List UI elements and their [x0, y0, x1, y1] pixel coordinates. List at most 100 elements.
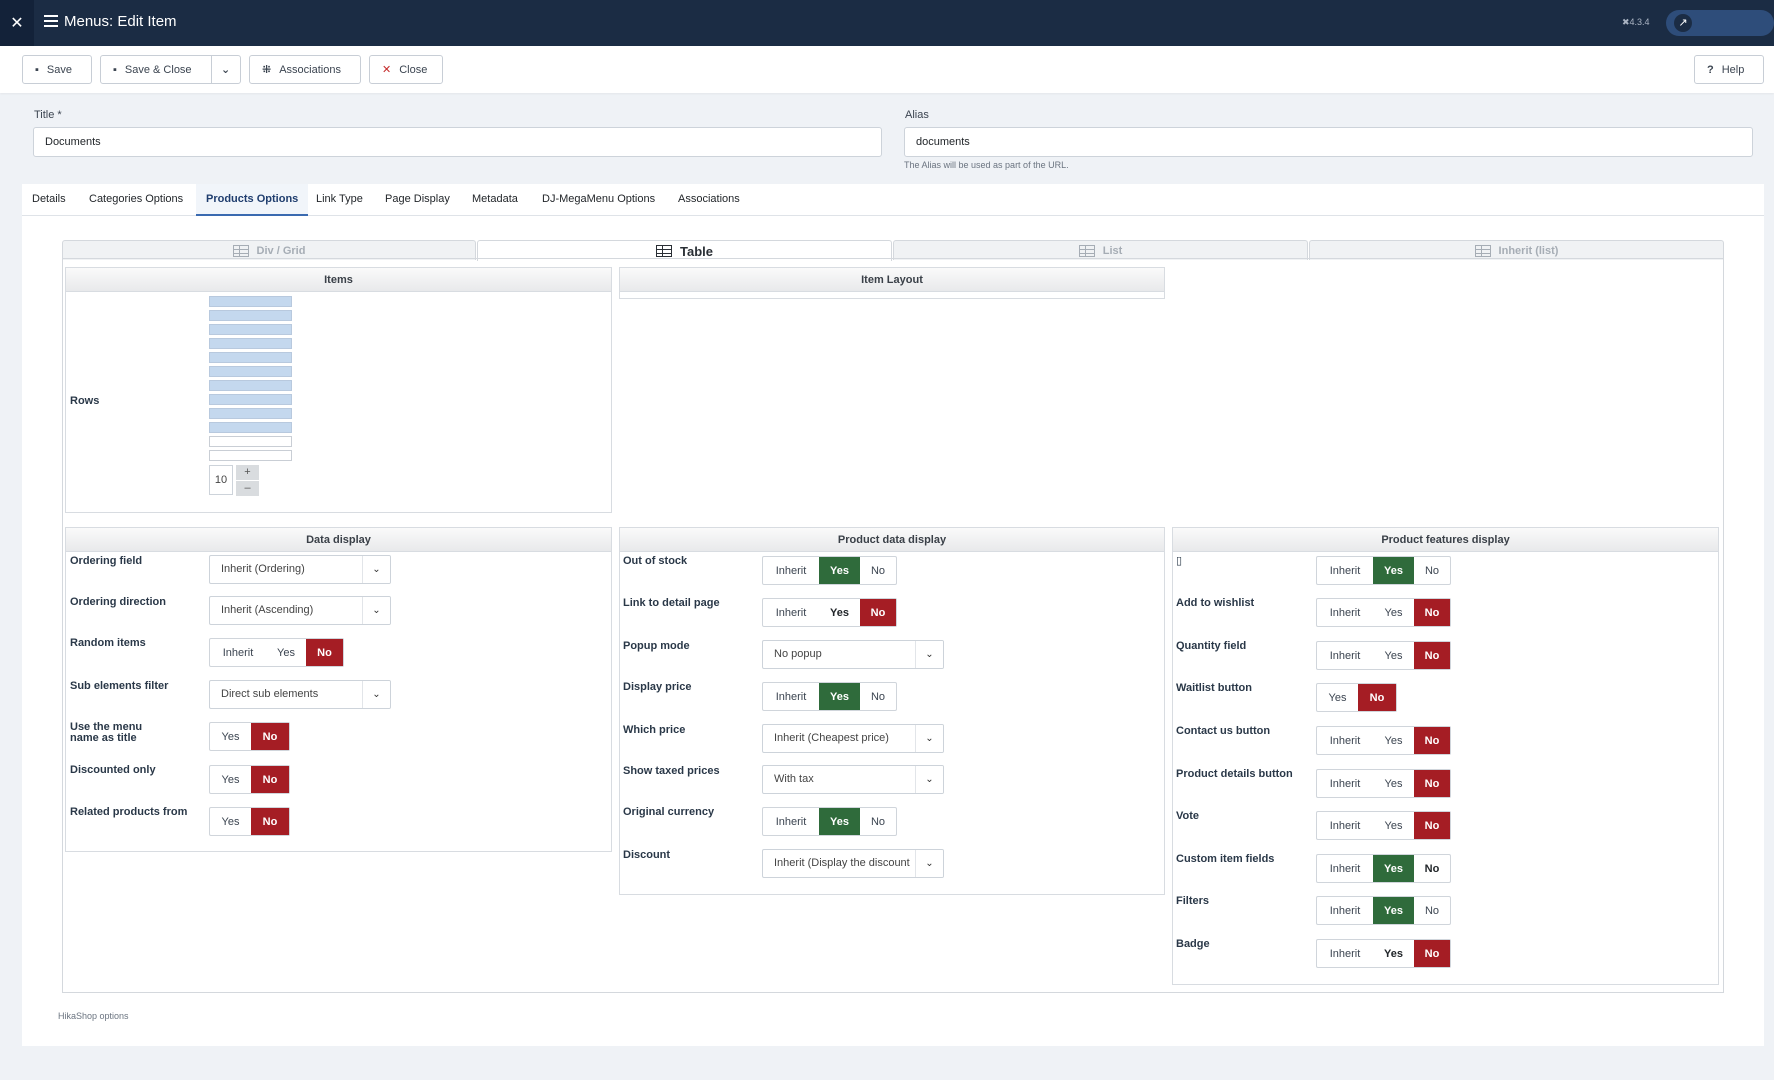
option-inherit[interactable]: Inherit	[775, 606, 807, 619]
option-no[interactable]: No	[870, 564, 886, 577]
row-cell[interactable]	[209, 366, 292, 377]
row-cell[interactable]	[209, 296, 292, 307]
help-button[interactable]: ? Help	[1694, 55, 1764, 84]
option-inherit[interactable]: Inherit	[1329, 947, 1361, 960]
link-detail-toggle[interactable]: Inherit Yes No	[762, 598, 897, 627]
discount-select[interactable]: Inherit (Display the discount ⌄	[762, 849, 944, 878]
option-no[interactable]: No	[870, 690, 886, 703]
option-no[interactable]: No	[306, 639, 343, 666]
option-yes[interactable]: Yes	[819, 557, 860, 584]
option-no[interactable]: No	[1424, 564, 1440, 577]
option-yes[interactable]: Yes	[1328, 691, 1347, 704]
tab-link-type[interactable]: Link Type	[316, 193, 363, 205]
row-cell[interactable]	[209, 394, 292, 405]
out-of-stock-toggle[interactable]: Inherit Yes No	[762, 556, 897, 585]
details-toggle[interactable]: Inherit Yes No	[1316, 769, 1451, 798]
option-inherit[interactable]: Inherit	[1329, 819, 1361, 832]
option-no[interactable]: No	[1414, 642, 1450, 669]
contact-toggle[interactable]: Inherit Yes No	[1316, 726, 1451, 755]
row-cell[interactable]	[209, 352, 292, 363]
layout-tab-table[interactable]: Table	[477, 240, 892, 261]
option-inherit[interactable]: Inherit	[1329, 777, 1361, 790]
rows-count-input[interactable]: 10	[209, 465, 233, 495]
option-yes[interactable]: Yes	[1384, 819, 1403, 832]
option-no[interactable]: No	[1414, 599, 1450, 626]
popup-mode-select[interactable]: No popup ⌄	[762, 640, 944, 669]
row-cell-empty[interactable]	[209, 436, 292, 447]
wishlist-toggle[interactable]: Inherit Yes No	[1316, 598, 1451, 627]
option-inherit[interactable]: Inherit	[775, 815, 807, 828]
hamburger-menu-icon[interactable]	[44, 15, 58, 27]
option-inherit[interactable]: Inherit	[1329, 606, 1361, 619]
tab-page-display[interactable]: Page Display	[385, 193, 450, 205]
option-inherit[interactable]: Inherit	[1329, 734, 1361, 747]
original-currency-toggle[interactable]: Inherit Yes No	[762, 807, 897, 836]
menu-name-title-toggle[interactable]: Yes No	[209, 722, 290, 751]
badge-toggle[interactable]: Inherit Yes No	[1316, 939, 1451, 968]
option-no[interactable]: No	[251, 808, 289, 835]
option-yes[interactable]: Yes	[1373, 557, 1414, 584]
discounted-only-toggle[interactable]: Yes No	[209, 765, 290, 794]
related-products-toggle[interactable]: Yes No	[209, 807, 290, 836]
row-cell-empty[interactable]	[209, 450, 292, 461]
option-no[interactable]: No	[1414, 812, 1450, 839]
option-no[interactable]: No	[860, 599, 896, 626]
option-no[interactable]: No	[251, 766, 289, 793]
option-no[interactable]: No	[251, 723, 289, 750]
option-inherit[interactable]: Inherit	[775, 564, 807, 577]
title-input[interactable]: Documents	[33, 127, 882, 157]
option-yes[interactable]: Yes	[819, 808, 860, 835]
option-no[interactable]: No	[1414, 940, 1450, 967]
which-price-select[interactable]: Inherit (Cheapest price) ⌄	[762, 724, 944, 753]
associations-button[interactable]: ⁜ Associations	[249, 55, 361, 84]
save-close-button[interactable]: ▪ Save & Close	[100, 55, 212, 84]
row-cell[interactable]	[209, 380, 292, 391]
close-button[interactable]: ✕ Close	[369, 55, 443, 84]
option-yes[interactable]: Yes	[277, 646, 295, 659]
option-yes[interactable]: Yes	[819, 683, 860, 710]
custom-fields-toggle[interactable]: Inherit Yes No	[1316, 854, 1451, 883]
option-inherit[interactable]: Inherit	[1329, 904, 1361, 917]
tab-dj-megamenu-options[interactable]: DJ-MegaMenu Options	[542, 193, 656, 205]
joomla-logo-icon[interactable]: ✕	[0, 0, 34, 46]
option-no[interactable]: No	[1414, 727, 1450, 754]
layout-tab-inherit-list[interactable]: Inherit (list)	[1309, 240, 1724, 260]
layout-tab-list[interactable]: List	[893, 240, 1308, 260]
quantity-toggle[interactable]: Inherit Yes No	[1316, 641, 1451, 670]
option-yes[interactable]: Yes	[830, 606, 849, 619]
option-yes[interactable]: Yes	[1373, 897, 1414, 924]
rows-plus-button[interactable]: +	[236, 465, 259, 480]
sub-elements-select[interactable]: Direct sub elements ⌄	[209, 680, 391, 709]
option-yes[interactable]: Yes	[1384, 947, 1403, 960]
save-dropdown-toggle[interactable]: ⌄	[211, 55, 241, 84]
user-menu-pill[interactable]: ↗	[1666, 10, 1774, 36]
rows-minus-button[interactable]: –	[236, 481, 259, 496]
ordering-direction-select[interactable]: Inherit (Ascending) ⌄	[209, 596, 391, 625]
alias-input[interactable]: documents	[904, 127, 1753, 157]
option-yes[interactable]: Yes	[221, 773, 240, 786]
option-no[interactable]: No	[870, 815, 886, 828]
save-button[interactable]: ▪ Save	[22, 55, 92, 84]
option-no[interactable]: No	[1424, 862, 1440, 875]
show-taxed-select[interactable]: With tax ⌄	[762, 765, 944, 794]
option-yes[interactable]: Yes	[1384, 649, 1403, 662]
row-cell[interactable]	[209, 422, 292, 433]
option-no[interactable]: No	[1414, 770, 1450, 797]
filters-toggle[interactable]: Inherit Yes No	[1316, 896, 1451, 925]
option-yes[interactable]: Yes	[221, 815, 240, 828]
feature-first-toggle[interactable]: Inherit Yes No	[1316, 556, 1451, 585]
tab-products-options[interactable]: Products Options	[196, 184, 309, 216]
option-inherit[interactable]: Inherit	[1329, 649, 1361, 662]
tab-categories-options[interactable]: Categories Options	[89, 193, 184, 205]
ordering-field-select[interactable]: Inherit (Ordering) ⌄	[209, 555, 391, 584]
row-cell[interactable]	[209, 338, 292, 349]
option-inherit[interactable]: Inherit	[1329, 862, 1361, 875]
external-link-icon[interactable]: ↗	[1674, 14, 1692, 32]
tab-metadata[interactable]: Metadata	[472, 193, 518, 205]
option-yes[interactable]: Yes	[1384, 734, 1403, 747]
option-yes[interactable]: Yes	[221, 730, 240, 743]
option-yes[interactable]: Yes	[1384, 606, 1403, 619]
tab-details[interactable]: Details	[32, 193, 66, 205]
tab-associations[interactable]: Associations	[678, 193, 740, 205]
option-inherit[interactable]: Inherit	[775, 690, 807, 703]
